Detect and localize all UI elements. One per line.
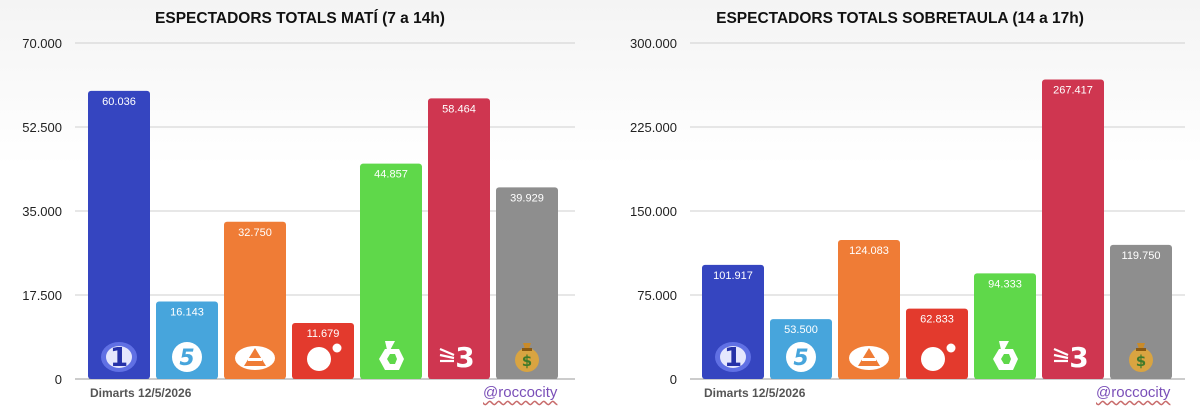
- bar: [496, 187, 558, 379]
- bar: [88, 90, 150, 379]
- bar: [1042, 79, 1104, 380]
- footer-handle: @roccocity: [483, 384, 558, 401]
- cuatro-logo-icon: [307, 343, 342, 371]
- bar-group: 32.750: [224, 221, 286, 379]
- y-tick-label: 75.000: [637, 288, 677, 303]
- svg-text:$: $: [1136, 352, 1146, 370]
- bar-group: 58.464 3: [428, 98, 490, 379]
- chart-panel-morning: ESPECTADORS TOTALS MATÍ (7 a 14h) 0 17.50…: [0, 0, 600, 414]
- footer-handle: @roccocity: [1096, 384, 1171, 401]
- svg-text:5: 5: [179, 346, 194, 371]
- bar: [838, 240, 900, 379]
- money-bag-icon: $: [515, 343, 539, 372]
- cuatro-logo-icon: [921, 343, 956, 371]
- bar-group: 39.929 $: [496, 187, 558, 379]
- bar-group: 101.917 1: [702, 264, 764, 379]
- value-label: 101.917: [713, 270, 753, 282]
- bar: [974, 273, 1036, 379]
- svg-text:1: 1: [724, 343, 742, 373]
- la1-logo-icon: 1: [715, 342, 751, 373]
- bar: [1110, 244, 1172, 379]
- y-tick-label: 225.000: [630, 120, 677, 135]
- bar: [360, 163, 422, 379]
- y-tick-label: 35.000: [22, 204, 62, 219]
- footer-date: Dimarts 12/5/2026: [704, 386, 806, 400]
- chart-title: ESPECTADORS TOTALS SOBRETAULA (14 a 17h): [716, 10, 1084, 27]
- value-label: 16.143: [170, 307, 204, 319]
- value-label: 32.750: [238, 227, 272, 239]
- y-tick-label: 70.000: [22, 36, 62, 51]
- y-tick-label: 0: [55, 372, 62, 387]
- bar-group: 119.750 $: [1110, 244, 1172, 379]
- bar: [224, 221, 286, 379]
- y-tick-label: 300.000: [630, 36, 677, 51]
- bar-group: 267.417 3: [1042, 79, 1104, 380]
- value-label: 11.679: [307, 328, 340, 340]
- svg-text:$: $: [522, 352, 532, 370]
- svg-text:1: 1: [110, 343, 128, 373]
- telecinco-logo-icon: 5: [786, 342, 816, 372]
- bar-group: 11.679: [292, 322, 354, 379]
- tv3-logo-icon: 3: [439, 341, 475, 374]
- bar: [428, 98, 490, 379]
- tv3-logo-icon: 3: [1053, 341, 1089, 374]
- svg-text:5: 5: [793, 346, 808, 371]
- telecinco-logo-icon: 5: [172, 342, 202, 372]
- bar-group: 44.857: [360, 163, 422, 379]
- bar-group: 124.083: [838, 240, 900, 379]
- footer-date: Dimarts 12/5/2026: [90, 386, 192, 400]
- money-bag-icon: $: [1129, 343, 1153, 372]
- antena3-logo-icon: [235, 346, 275, 370]
- svg-text:3: 3: [1069, 341, 1088, 374]
- value-label: 124.083: [849, 245, 889, 257]
- value-label: 60.036: [102, 96, 136, 108]
- value-label: 53.500: [784, 324, 818, 336]
- bar: [156, 301, 218, 379]
- value-label: 58.464: [442, 103, 476, 115]
- value-label: 267.417: [1053, 84, 1093, 96]
- bar-chart-morning: 0 17.500 35.000 52.500 70.000 60.036 1 16.143 5 3…: [22, 36, 575, 387]
- chart-title: ESPECTADORS TOTALS MATÍ (7 a 14h): [155, 10, 445, 27]
- bar-group: 60.036 1: [88, 90, 150, 379]
- svg-text:3: 3: [455, 341, 474, 374]
- value-label: 44.857: [374, 169, 408, 181]
- y-tick-label: 52.500: [22, 120, 62, 135]
- y-tick-label: 0: [670, 372, 677, 387]
- lasexta-logo-icon: [379, 341, 404, 370]
- bar-group: 53.500 5: [770, 319, 832, 379]
- bar-group: 16.143 5: [156, 301, 218, 379]
- antena3-logo-icon: [849, 346, 889, 370]
- value-label: 119.750: [1122, 250, 1161, 262]
- y-tick-label: 150.000: [630, 204, 677, 219]
- value-label: 39.929: [510, 192, 544, 204]
- value-label: 62.833: [920, 314, 954, 326]
- bar-chart-afternoon: 0 75.000 150.000 225.000 300.000 101.917 1 53.5…: [630, 36, 1185, 387]
- bar-group: 94.333: [974, 273, 1036, 379]
- la1-logo-icon: 1: [101, 342, 137, 373]
- value-label: 94.333: [988, 278, 1022, 290]
- chart-panel-afternoon: ESPECTADORS TOTALS SOBRETAULA (14 a 17h)…: [600, 0, 1200, 414]
- lasexta-logo-icon: [993, 341, 1018, 370]
- bar-group: 62.833: [906, 308, 968, 379]
- y-tick-label: 17.500: [22, 288, 62, 303]
